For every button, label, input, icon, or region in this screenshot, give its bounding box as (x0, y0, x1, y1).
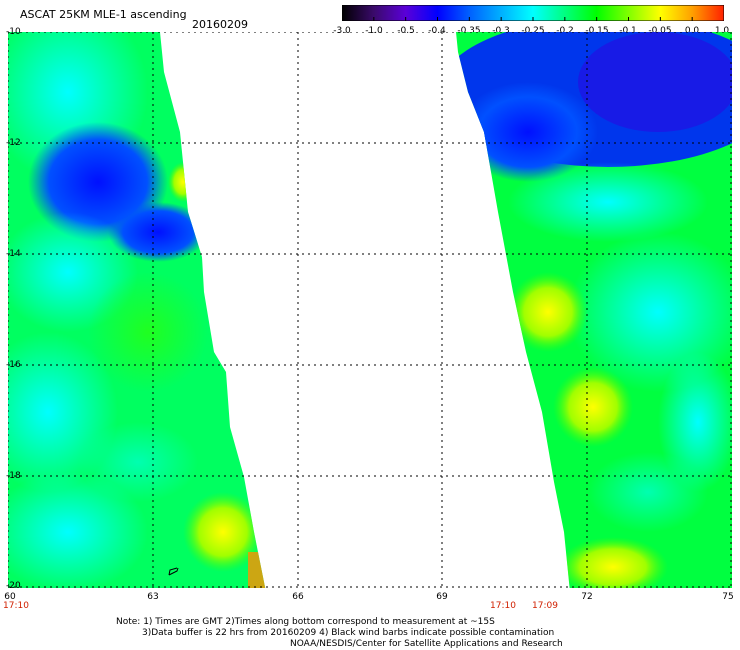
note-line-2: 3)Data buffer is 22 hrs from 20160209 4)… (142, 628, 555, 638)
colorbar-label: 1.0 (714, 26, 730, 36)
pass-time-right-end: 17:09 (532, 601, 558, 611)
colorbar-label: -0.25 (521, 26, 545, 36)
colorbar-label: -0.35 (457, 26, 481, 36)
lon-label: 66 (292, 592, 304, 602)
colorbar-label: -1.0 (365, 26, 383, 36)
pass-time-left: 17:10 (3, 601, 29, 611)
colorbar-label: -0.4 (428, 26, 446, 36)
pass-time-right-start: 17:10 (490, 601, 516, 611)
lon-label: 63 (147, 592, 159, 602)
colorbar-label: -0.1 (619, 26, 637, 36)
lon-label: 69 (436, 592, 448, 602)
right-swath (456, 32, 732, 588)
lon-label: 75 (722, 592, 734, 602)
lat-label: -20 (6, 581, 21, 591)
left-swath (8, 32, 266, 588)
lat-label: -18 (6, 471, 21, 481)
scatterometer-map (8, 32, 732, 588)
colorbar-label: -0.2 (556, 26, 574, 36)
product-date: 20160209 (192, 18, 248, 31)
colorbar-label: -3.0 (333, 26, 351, 36)
colorbar-label: -0.5 (397, 26, 415, 36)
colorbar-label: 0.0 (684, 26, 700, 36)
note-line-3: NOAA/NESDIS/Center for Satellite Applica… (290, 639, 563, 649)
lon-label: 72 (581, 592, 593, 602)
product-title: ASCAT 25KM MLE-1 ascending (20, 8, 187, 21)
colorbar-label: -0.15 (585, 26, 609, 36)
lat-label: -12 (6, 138, 21, 148)
lat-label: -16 (6, 360, 21, 370)
graticule (8, 32, 732, 588)
lon-label: 60 (4, 592, 16, 602)
colorbar-label: -0.3 (492, 26, 510, 36)
lat-label: -14 (6, 249, 21, 259)
note-line-1: Note: 1) Times are GMT 2)Times along bot… (116, 617, 495, 627)
colorbar-label: -0.05 (648, 26, 672, 36)
wind-barb-icon (168, 567, 179, 576)
lat-label: -10 (6, 27, 21, 37)
colorbar (342, 5, 724, 21)
